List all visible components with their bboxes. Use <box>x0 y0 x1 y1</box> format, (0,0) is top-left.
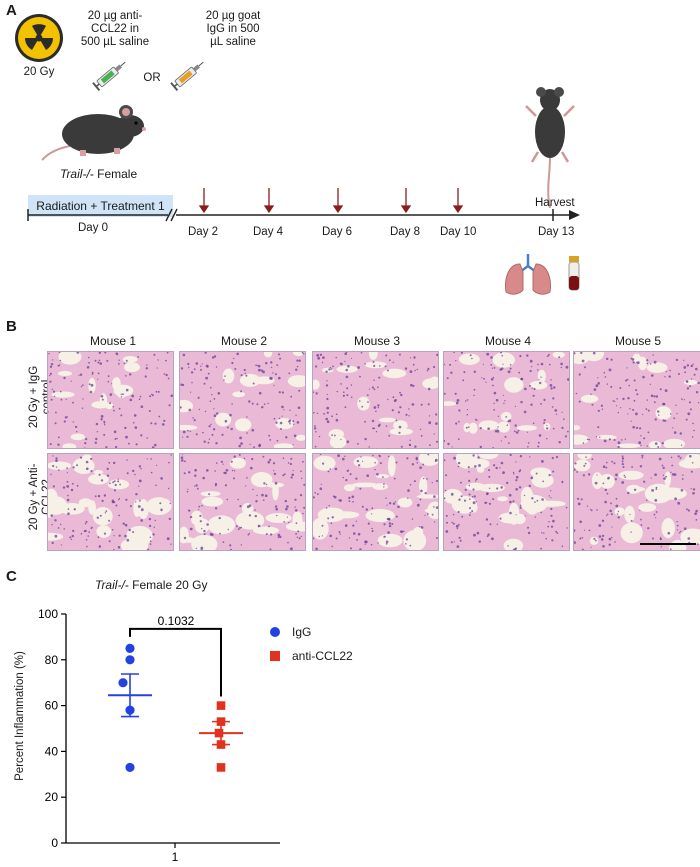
mouse-1-header: Mouse 1 <box>89 334 137 348</box>
y-tick-label-100: 100 <box>38 607 58 621</box>
legend-label-igg: IgG <box>292 625 312 639</box>
dose-label: 20 Gy <box>23 66 55 78</box>
mouse-strain-italic: Trail-/- <box>60 167 94 181</box>
legend: IgG anti-CCL22 <box>270 622 353 668</box>
mouse-3-header: Mouse 3 <box>353 334 401 348</box>
anti-ccl22-treatment-label: 20 µg anti- CCL22 in 500 µL saline <box>80 10 150 48</box>
histology-tile-r2-m4 <box>443 453 570 551</box>
chart-title: Trail-/- Female 20 Gy <box>95 578 207 592</box>
anti-ccl22-point-4 <box>216 740 226 749</box>
y-tick-label-60: 60 <box>45 699 59 713</box>
mouse-2-header: Mouse 2 <box>220 334 268 348</box>
p-value-label: 0.1032 <box>158 614 195 628</box>
mouse-4-header: Mouse 4 <box>484 334 532 348</box>
timeline-day-10: Day 10 <box>440 226 477 238</box>
syringe-orange-icon <box>170 61 204 92</box>
panel-c-letter: C <box>6 568 17 585</box>
anti-ccl22-point-3 <box>214 728 224 738</box>
igg-point-3 <box>118 678 128 688</box>
y-tick-label-20: 20 <box>45 790 59 804</box>
chart-title-rest: Female 20 Gy <box>128 578 208 592</box>
y-tick-label-40: 40 <box>45 744 59 758</box>
igg-point-2 <box>125 655 135 665</box>
scale-bar <box>640 543 696 545</box>
panel-b-letter: B <box>6 318 17 335</box>
histology-tile-r1-m2 <box>179 351 306 449</box>
scatter-chart: 0 20 40 60 80 100 1 0.1032 <box>38 607 280 864</box>
timeline-day-2: Day 2 <box>188 226 219 238</box>
syringe-green-icon <box>92 61 126 92</box>
anti-ccl22-point-1 <box>216 701 226 710</box>
mouse-side-icon <box>41 105 146 161</box>
igg-point-5 <box>125 762 135 773</box>
igg-point-1 <box>125 643 135 653</box>
timeline-day-4: Day 4 <box>253 226 284 238</box>
legend-label-anti-ccl22: anti-CCL22 <box>292 649 353 663</box>
x-tick-label-1: 1 <box>172 850 179 864</box>
timeline-day-13: Day 13 <box>538 226 575 238</box>
radiation-icon <box>15 14 63 62</box>
blood-tube-icon <box>568 256 580 291</box>
mouse-5-header: Mouse 5 <box>614 334 662 348</box>
legend-item-igg: IgG <box>270 622 353 642</box>
histology-tile-r2-m1 <box>47 453 174 551</box>
anti-ccl22-point-2 <box>216 717 226 726</box>
mouse-top-icon <box>525 87 575 209</box>
timeline-day-6: Day 6 <box>322 226 353 238</box>
histology-tile-r1-m5 <box>573 351 700 449</box>
mouse-strain-label: Trail-/- Female <box>60 167 137 181</box>
lungs-icon <box>505 254 551 295</box>
panel-a-letter: A <box>6 2 17 19</box>
legend-item-anti-ccl22: anti-CCL22 <box>270 644 353 668</box>
anti-ccl22-point-5 <box>216 763 226 772</box>
legend-swatch-anti-ccl22 <box>270 651 280 661</box>
chart-title-italic: Trail-/- <box>95 578 129 592</box>
timeline-day-8: Day 8 <box>390 226 421 238</box>
histology-tile-r1-m1 <box>47 351 174 449</box>
timeline-treatment-box: Radiation + Treatment 1 <box>28 195 173 217</box>
y-tick-label-80: 80 <box>45 653 59 667</box>
y-tick-label-0: 0 <box>51 836 58 850</box>
timeline-day-0: Day 0 <box>78 222 109 234</box>
legend-swatch-igg <box>270 627 280 637</box>
timeline-axis <box>27 188 580 222</box>
histology-tile-r1-m3 <box>312 351 439 449</box>
significance-bracket <box>129 627 222 697</box>
histology-tile-r2-m5 <box>573 453 700 551</box>
histology-tile-r2-m3 <box>312 453 439 551</box>
timeline-harvest-label: Harvest <box>535 197 575 209</box>
or-label: OR <box>143 72 161 84</box>
igg-point-4 <box>125 705 135 715</box>
histology-tile-r2-m2 <box>179 453 306 551</box>
igg-treatment-label: 20 µg goat IgG in 500 µL saline <box>205 10 261 48</box>
mouse-sex: Female <box>93 167 138 181</box>
histology-tile-r1-m4 <box>443 351 570 449</box>
